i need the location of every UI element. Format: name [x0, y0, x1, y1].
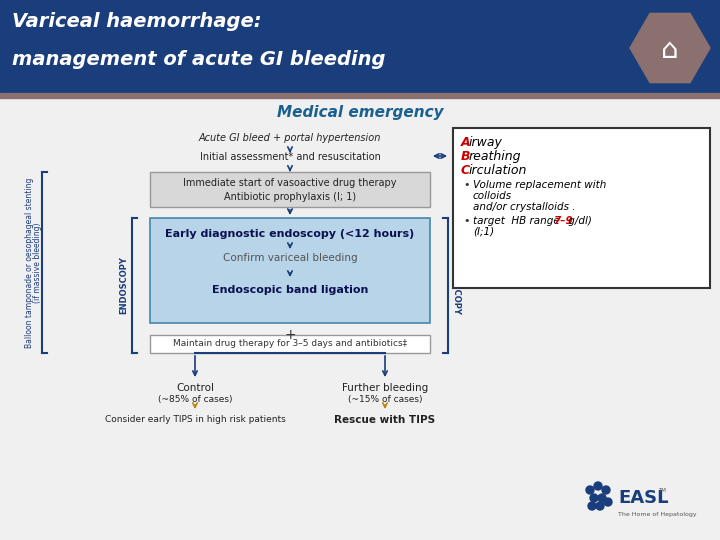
Text: Variceal haemorrhage:: Variceal haemorrhage: — [12, 12, 261, 31]
Text: and/or crystalloids .: and/or crystalloids . — [473, 202, 575, 212]
Text: C: C — [461, 164, 470, 177]
Circle shape — [586, 486, 594, 494]
Text: Endoscopic band ligation: Endoscopic band ligation — [212, 285, 368, 295]
Circle shape — [596, 502, 604, 510]
Text: Initial assessment* and resuscitation: Initial assessment* and resuscitation — [199, 152, 380, 162]
Text: +: + — [284, 328, 296, 342]
Text: ENDOSCOPY: ENDOSCOPY — [451, 256, 461, 314]
Text: Volume replacement with: Volume replacement with — [473, 180, 606, 190]
Text: Further bleeding: Further bleeding — [342, 383, 428, 393]
Bar — [150, 335, 430, 353]
Text: irway: irway — [469, 136, 503, 149]
Bar — [150, 218, 430, 323]
Text: Early diagnostic endoscopy (<12 hours): Early diagnostic endoscopy (<12 hours) — [166, 229, 415, 239]
Text: Immediate start of vasoactive drug therapy
Antibiotic prophylaxis (I; 1): Immediate start of vasoactive drug thera… — [184, 178, 397, 201]
Text: irculation: irculation — [469, 164, 527, 177]
Text: TM: TM — [658, 488, 666, 493]
Text: Rescue with TIPS: Rescue with TIPS — [334, 415, 436, 425]
Text: ENDOSCOPY: ENDOSCOPY — [120, 256, 128, 314]
Text: reathing: reathing — [469, 150, 521, 163]
Bar — [0, 0, 720, 93]
Text: Medical emergency: Medical emergency — [276, 105, 444, 120]
Text: (~15% of cases): (~15% of cases) — [348, 395, 422, 404]
Text: ⌂: ⌂ — [661, 36, 679, 64]
Text: The Home of Hepatology: The Home of Hepatology — [618, 512, 697, 517]
Text: •: • — [463, 180, 469, 190]
Circle shape — [590, 494, 598, 502]
Text: 7–9: 7–9 — [553, 216, 572, 226]
Text: management of acute GI bleeding: management of acute GI bleeding — [12, 50, 385, 69]
Text: Balloon tamponade or oesophageal stenting: Balloon tamponade or oesophageal stentin… — [25, 177, 35, 348]
Text: (~85% of cases): (~85% of cases) — [158, 395, 233, 404]
Text: (I;1): (I;1) — [473, 227, 494, 237]
Text: EASL: EASL — [618, 489, 668, 507]
Circle shape — [604, 498, 612, 506]
Circle shape — [598, 494, 606, 502]
Text: Acute GI bleed + portal hypertension: Acute GI bleed + portal hypertension — [199, 133, 381, 143]
Circle shape — [602, 486, 610, 494]
Text: Control: Control — [176, 383, 214, 393]
Bar — [150, 172, 430, 207]
Text: colloids: colloids — [473, 191, 512, 201]
Text: •: • — [463, 216, 469, 226]
Text: (if massive bleeding): (if massive bleeding) — [34, 222, 42, 303]
Text: g/dl): g/dl) — [565, 216, 592, 226]
Bar — [453, 128, 710, 288]
Text: Maintain drug therapy for 3–5 days and antibiotics‡: Maintain drug therapy for 3–5 days and a… — [173, 340, 407, 348]
Text: Consider early TIPS in high risk patients: Consider early TIPS in high risk patient… — [104, 415, 285, 424]
Text: Confirm variceal bleeding: Confirm variceal bleeding — [222, 253, 357, 263]
Circle shape — [594, 482, 602, 490]
Text: A: A — [461, 136, 471, 149]
Text: B: B — [461, 150, 470, 163]
Text: target  HB range: target HB range — [473, 216, 563, 226]
Polygon shape — [630, 14, 710, 83]
Bar — [0, 93, 720, 98]
Circle shape — [588, 502, 596, 510]
